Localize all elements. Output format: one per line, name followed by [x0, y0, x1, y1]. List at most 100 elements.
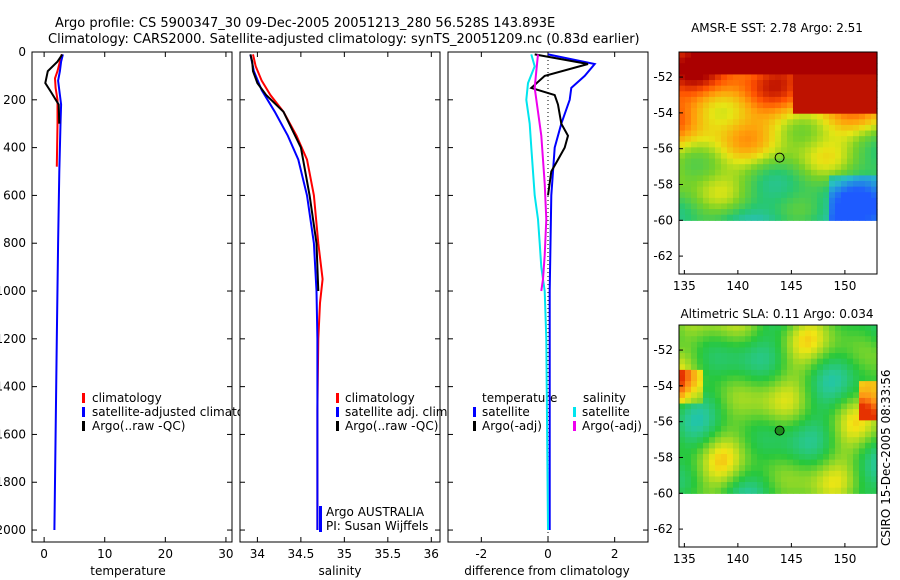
heatmap-cell: [823, 442, 830, 450]
heatmap-cell: [835, 369, 842, 377]
heatmap-cell: [859, 459, 866, 466]
heatmap-cell: [793, 487, 800, 494]
heatmap-cell: [685, 336, 692, 343]
heatmap-cell: [733, 192, 740, 199]
heatmap-cell: [829, 442, 836, 450]
heatmap-cell: [745, 102, 752, 109]
heatmap-cell: [709, 454, 716, 461]
heatmap-cell: [709, 397, 716, 405]
heatmap-cell: [691, 169, 698, 177]
heatmap-cell: [847, 52, 854, 59]
heatmap-cell: [703, 124, 710, 132]
heatmap-cell: [811, 136, 818, 143]
heatmap-cell: [739, 403, 746, 410]
heatmap-cell: [781, 386, 788, 393]
heatmap-cell: [751, 209, 758, 216]
heatmap-cell: [697, 364, 704, 371]
heatmap-cell: [691, 465, 698, 472]
heatmap-cell: [823, 358, 830, 365]
heatmap-cell: [781, 192, 788, 199]
heatmap-cell: [829, 147, 836, 154]
heatmap-cell: [697, 124, 704, 132]
heatmap-cell: [787, 392, 794, 399]
heatmap-cell: [829, 119, 836, 126]
heatmap-cell: [793, 369, 800, 377]
heatmap-cell: [835, 63, 842, 70]
heatmap-cell: [853, 392, 860, 399]
heatmap-cell: [805, 209, 812, 216]
heatmap-cell: [781, 181, 788, 188]
heatmap-cell: [781, 325, 788, 332]
heatmap-cell: [709, 375, 716, 382]
heatmap-cell: [715, 197, 722, 205]
heatmap-cell: [733, 113, 740, 120]
heatmap-cell: [811, 102, 818, 109]
heatmap-cell: [835, 175, 842, 182]
heatmap-cell: [691, 197, 698, 205]
heatmap-cell: [793, 325, 800, 332]
heatmap-cell: [805, 375, 812, 382]
heatmap-cell: [847, 459, 854, 466]
heatmap-cell: [691, 336, 698, 343]
heatmap-cell: [757, 476, 764, 483]
heatmap-cell: [721, 169, 728, 177]
heatmap-cell: [751, 203, 758, 210]
x-tick-label: 34.5: [288, 547, 315, 561]
sla-map-panel: Altimetric SLA: 0.11 Argo: 0.034 135 140 1…: [653, 307, 878, 566]
heatmap-cell: [769, 96, 776, 104]
heatmap-cell: [739, 96, 746, 104]
heatmap-cell: [703, 192, 710, 199]
heatmap-cell: [853, 197, 860, 205]
heatmap-cell: [811, 74, 818, 81]
heatmap-cell: [811, 124, 818, 132]
heatmap-cell: [817, 169, 824, 177]
heatmap-cell: [751, 141, 758, 148]
heatmap-cell: [739, 214, 746, 221]
heatmap-cell: [721, 68, 728, 76]
heatmap-cell: [811, 437, 818, 444]
heatmap-cell: [733, 476, 740, 483]
heatmap-cell: [865, 136, 872, 143]
heatmap-cell: [865, 476, 872, 483]
heatmap-cell: [727, 336, 734, 343]
y-tick-label: 1200: [0, 332, 26, 346]
heatmap-cell: [745, 74, 752, 81]
heatmap-cell: [859, 381, 866, 388]
heatmap-cell: [805, 381, 812, 388]
heatmap-cell: [805, 74, 812, 81]
heatmap-cell: [865, 454, 872, 461]
heatmap-cell: [751, 169, 758, 177]
salinity-plot-frame: [239, 51, 441, 543]
heatmap-cell: [829, 181, 836, 188]
heatmap-cell: [769, 102, 776, 109]
heatmap-cell: [793, 152, 800, 160]
heatmap-cell: [745, 442, 752, 450]
heatmap-cell: [745, 52, 752, 59]
heatmap-cell: [841, 341, 848, 349]
heatmap-cell: [751, 108, 758, 115]
heatmap-cell: [829, 369, 836, 377]
heatmap-cell: [781, 482, 788, 489]
heatmap-cell: [745, 403, 752, 410]
heatmap-cell: [805, 91, 812, 98]
heatmap-cell: [859, 470, 866, 478]
heatmap-cell: [679, 375, 686, 382]
heatmap-cell: [679, 136, 686, 143]
heatmap-cell: [733, 158, 740, 165]
heatmap-cell: [769, 141, 776, 148]
heatmap-cell: [775, 336, 782, 343]
heatmap-cell: [829, 353, 836, 360]
heatmap-cell: [721, 364, 728, 371]
heatmap-cell: [745, 175, 752, 182]
heatmap-cell: [799, 209, 806, 216]
heatmap-cell: [853, 147, 860, 154]
heatmap-cell: [697, 409, 704, 416]
heatmap-cell: [721, 386, 728, 393]
heatmap-cell: [799, 136, 806, 143]
heatmap-cell: [853, 409, 860, 416]
heatmap-cell: [685, 330, 692, 337]
heatmap-cell: [835, 68, 842, 76]
heatmap-cell: [871, 347, 878, 354]
heatmap-cell: [781, 147, 788, 154]
heatmap-cell: [733, 186, 740, 193]
